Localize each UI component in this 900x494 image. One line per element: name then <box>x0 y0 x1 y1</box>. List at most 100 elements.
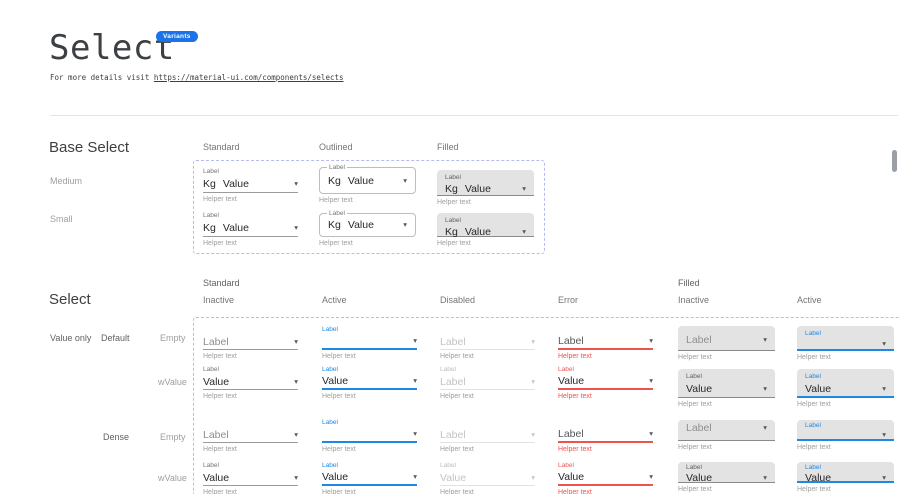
divider <box>50 115 898 116</box>
chevron-down-icon[interactable]: ▾ <box>522 184 526 194</box>
row-label-dense: Dense <box>103 432 130 442</box>
floating-label: Label <box>805 373 821 380</box>
select-states-frame <box>193 317 900 494</box>
chevron-down-icon[interactable]: ▾ <box>413 429 417 439</box>
select-placeholder: Label <box>558 335 584 347</box>
chevron-down-icon[interactable]: ▾ <box>522 226 526 236</box>
select-value: Value <box>222 222 249 234</box>
select-standard-disabled-wvalue: Label Label ▾ Helper text <box>440 365 535 400</box>
select-value: Value <box>322 375 349 387</box>
chevron-down-icon[interactable]: ▾ <box>882 339 886 349</box>
chevron-down-icon[interactable]: ▾ <box>882 473 886 483</box>
select-filled-inactive-empty-dense[interactable]: Label ▾ Helper text <box>678 420 775 451</box>
select-value: Label <box>440 375 466 388</box>
helper-text: Helper text <box>440 446 474 453</box>
select-placeholder: Label <box>558 428 584 440</box>
details-text: For more details visit <box>50 73 154 82</box>
chevron-down-icon[interactable]: ▾ <box>294 223 298 233</box>
base-select-frame <box>193 160 545 254</box>
helper-text: Helper text <box>437 240 471 247</box>
chevron-down-icon[interactable]: ▾ <box>294 429 298 439</box>
chevron-down-icon[interactable]: ▾ <box>294 179 298 189</box>
floating-label: Label <box>203 366 219 373</box>
select-value: Value <box>322 471 349 483</box>
chevron-down-icon[interactable]: ▾ <box>413 336 417 346</box>
chevron-down-icon[interactable]: ▾ <box>403 175 407 185</box>
select-standard-disabled-wvalue-dense: Label Value ▾ Helper text <box>440 461 535 494</box>
select-placeholder: Label <box>203 428 229 441</box>
floating-label: Label <box>445 174 461 181</box>
chevron-down-icon[interactable]: ▾ <box>763 473 767 483</box>
select-filled-active-empty[interactable]: Label ▾ Helper text <box>797 326 894 361</box>
chevron-down-icon[interactable]: ▾ <box>413 472 417 482</box>
chevron-down-icon[interactable]: ▾ <box>649 429 653 439</box>
kg-adornment: Kg <box>203 222 216 234</box>
select-standard-active-wvalue-dense[interactable]: Label Value ▾ Helper text <box>322 461 417 494</box>
helper-text: Helper text <box>319 240 353 247</box>
select-standard-inactive-empty-dense[interactable]: Label ▾ Helper text <box>203 418 298 453</box>
chevron-down-icon: ▾ <box>531 429 535 439</box>
base-select-standard-medium[interactable]: Label Kg Value ▾ Helper text <box>203 167 298 203</box>
chevron-down-icon[interactable]: ▾ <box>882 430 886 440</box>
base-select-filled-medium[interactable]: Label Kg Value ▾ Helper text <box>437 170 534 206</box>
chevron-down-icon[interactable]: ▾ <box>882 383 886 393</box>
state-header-filled-active: Active <box>797 295 822 305</box>
helper-text: Helper text <box>797 401 831 408</box>
chevron-down-icon[interactable]: ▾ <box>763 334 767 344</box>
select-standard-inactive-wvalue[interactable]: Label Value ▾ Helper text <box>203 365 298 400</box>
base-select-outlined-medium[interactable]: Label Kg Value ▾ Helper text <box>319 163 416 204</box>
state-header-filled-inactive: Inactive <box>678 295 710 305</box>
helper-text: Helper text <box>322 353 356 360</box>
select-filled-active-wvalue-dense[interactable]: Label Value ▾ Helper text <box>797 462 894 493</box>
group-header-standard: Standard <box>203 278 240 288</box>
select-standard-error-wvalue-dense[interactable]: Label Value ▾ Helper text <box>558 461 653 494</box>
select-standard-active-wvalue[interactable]: Label Value ▾ Helper text <box>322 365 417 400</box>
variants-badge[interactable]: Variants <box>156 31 198 42</box>
select-standard-error-wvalue[interactable]: Label Value ▾ Helper text <box>558 365 653 400</box>
helper-text: Helper text <box>437 199 471 206</box>
state-header-disabled: Disabled <box>440 295 476 305</box>
material-ui-link[interactable]: https://material-ui.com/components/selec… <box>153 73 344 82</box>
chevron-down-icon[interactable]: ▾ <box>413 376 417 386</box>
select-filled-active-empty-dense[interactable]: Label ▾ Helper text <box>797 420 894 451</box>
chevron-down-icon[interactable]: ▾ <box>294 472 298 482</box>
select-standard-active-empty[interactable]: Label ▾ Helper text <box>322 325 417 360</box>
chevron-down-icon[interactable]: ▾ <box>649 336 653 346</box>
helper-text: Helper text <box>797 486 831 493</box>
floating-label: Label <box>322 462 338 469</box>
base-select-standard-small[interactable]: Label Kg Value ▾ Helper text <box>203 211 298 247</box>
chevron-down-icon[interactable]: ▾ <box>403 220 407 230</box>
chevron-down-icon[interactable]: ▾ <box>294 336 298 346</box>
select-standard-active-empty-dense[interactable]: Label ▾ Helper text <box>322 418 417 453</box>
chevron-down-icon[interactable]: ▾ <box>294 376 298 386</box>
select-standard-inactive-empty[interactable]: Label ▾ Helper text <box>203 325 298 360</box>
floating-label: Label <box>686 464 702 471</box>
details-line: For more details visit https://material-… <box>50 73 344 82</box>
select-standard-inactive-wvalue-dense[interactable]: Label Value ▾ Helper text <box>203 461 298 494</box>
chevron-down-icon: ▾ <box>531 336 535 346</box>
chevron-down-icon[interactable]: ▾ <box>763 383 767 393</box>
select-filled-inactive-empty[interactable]: Label ▾ Helper text <box>678 326 775 361</box>
chevron-down-icon: ▾ <box>531 472 535 482</box>
select-standard-error-empty-dense[interactable]: Label ▾ Helper text <box>558 418 653 453</box>
select-standard-error-empty[interactable]: Label ▾ Helper text <box>558 325 653 360</box>
floating-label: Label <box>558 462 574 469</box>
column-header-standard: Standard <box>203 142 240 152</box>
chevron-down-icon[interactable]: ▾ <box>649 376 653 386</box>
select-filled-active-wvalue[interactable]: Label Value ▾ Helper text <box>797 369 894 408</box>
select-placeholder: Label <box>440 428 466 441</box>
scrollbar-thumb[interactable] <box>892 150 897 172</box>
kg-adornment: Kg <box>203 178 216 190</box>
chevron-down-icon[interactable]: ▾ <box>649 472 653 482</box>
floating-label: Label <box>327 210 347 218</box>
select-filled-inactive-wvalue[interactable]: Label Value ▾ Helper text <box>678 369 775 408</box>
floating-label: Label <box>203 168 219 175</box>
base-select-filled-small[interactable]: Label Kg Value ▾ Helper text <box>437 213 534 247</box>
select-value: Value <box>347 174 374 187</box>
chevron-down-icon[interactable]: ▾ <box>763 423 767 433</box>
base-select-outlined-small[interactable]: Label Kg Value ▾ Helper text <box>319 209 416 247</box>
select-value: Value <box>686 472 713 484</box>
row-label-empty-2: Empty <box>160 432 186 442</box>
select-filled-inactive-wvalue-dense[interactable]: Label Value ▾ Helper text <box>678 462 775 493</box>
